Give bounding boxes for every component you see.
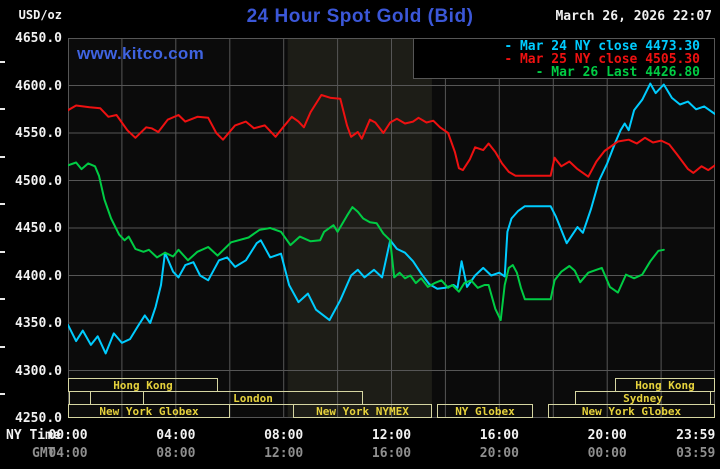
session-box-new-york-globex: New York Globex	[68, 404, 230, 418]
session-label: New York Globex	[581, 404, 682, 418]
chart-title: 24 Hour Spot Gold (Bid)	[246, 6, 474, 27]
price-line-2	[68, 161, 665, 322]
y-tick-label: 4400.0	[15, 268, 62, 284]
ny-tick-label: 04:00	[156, 428, 196, 443]
y-minor-tick	[0, 203, 5, 206]
gmt-tick-label: 00:00	[587, 446, 627, 461]
y-minor-tick	[0, 298, 5, 301]
legend-entry: - Mar 24 NY close 4473.30	[504, 39, 700, 54]
session-box-new-york-globex: New York Globex	[548, 404, 715, 418]
session-label: NY Globex	[455, 404, 515, 418]
session-box	[69, 391, 91, 405]
ny-time-axis-label: NY Time	[6, 428, 61, 443]
price-line-0	[68, 82, 715, 355]
gmt-tick-label: 03:59	[676, 446, 716, 461]
y-minor-tick	[0, 60, 5, 63]
session-box-hong-kong: Hong Kong	[68, 378, 218, 392]
y-tick-label: 4550.0	[15, 126, 62, 141]
price-lines-chart	[68, 38, 715, 418]
session-label: Hong Kong	[635, 378, 695, 392]
gmt-tick-label: 16:00	[371, 446, 412, 461]
session-label: London	[233, 391, 273, 405]
session-box-sydney: Sydney	[575, 391, 711, 405]
gmt-axis-label: GMT	[32, 446, 56, 461]
price-line-1	[68, 94, 715, 178]
y-minor-tick	[0, 108, 5, 111]
y-minor-tick	[0, 345, 5, 348]
y-minor-tick	[0, 155, 5, 158]
gmt-tick-label: 08:00	[156, 446, 196, 461]
chart-datetime: March 26, 2026 22:07	[555, 9, 712, 24]
y-tick-label: 4650.0	[15, 31, 62, 46]
y-minor-tick	[0, 393, 5, 396]
kitco-watermark: www.kitco.com	[77, 44, 205, 63]
y-minor-tick	[0, 250, 5, 253]
y-axis-unit-label: USD/oz	[18, 8, 62, 22]
plot-area: www.kitco.com - Mar 24 NY close 4473.30-…	[68, 38, 715, 418]
session-label: New York NYMEX	[316, 404, 409, 418]
legend-entry: - Mar 25 NY close 4505.30	[504, 52, 700, 67]
session-label: Hong Kong	[113, 378, 173, 392]
ny-tick-label: 16:00	[479, 428, 519, 443]
legend-box: - Mar 24 NY close 4473.30- Mar 25 NY clo…	[413, 38, 715, 79]
ny-tick-label: 00:00	[48, 428, 88, 443]
y-tick-label: 4450.0	[15, 221, 62, 236]
gmt-tick-label: 12:00	[264, 446, 304, 461]
session-box-london: London	[143, 391, 363, 405]
ny-tick-label: 08:00	[264, 428, 304, 443]
session-box-hong-kong: Hong Kong	[615, 378, 715, 392]
session-label: New York Globex	[99, 404, 199, 418]
session-box-new-york-nymex: New York NYMEX	[293, 404, 432, 418]
y-tick-label: 4300.0	[15, 363, 62, 379]
y-tick-label: 4500.0	[15, 173, 62, 189]
legend-entry: - Mar 26 Last 4426.80	[535, 65, 700, 80]
ny-tick-label: 20:00	[587, 428, 627, 443]
session-box-ny-globex: NY Globex	[437, 404, 533, 418]
y-tick-label: 4600.0	[15, 78, 62, 94]
ny-tick-label: 23:59	[676, 428, 716, 443]
y-tick-label: 4350.0	[15, 316, 62, 331]
y-tick-label: 4250.0	[15, 411, 62, 426]
session-label: Sydney	[623, 391, 663, 405]
gmt-tick-label: 20:00	[479, 446, 519, 461]
ny-tick-label: 12:00	[371, 428, 412, 443]
gmt-tick-label: 04:00	[48, 446, 88, 461]
